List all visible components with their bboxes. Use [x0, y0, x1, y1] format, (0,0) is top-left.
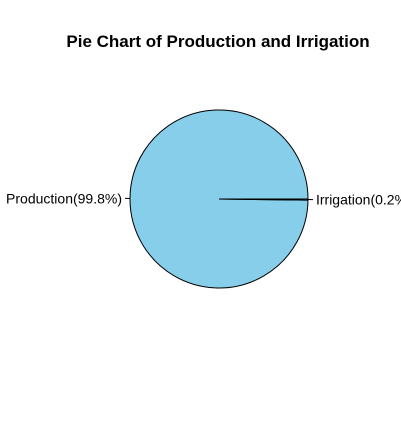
slice-label-irrigation: Irrigation(0.2%) [316, 192, 401, 208]
slice-label-production: Production(99.8%) [6, 190, 122, 206]
chart-title: Pie Chart of Production and Irrigation [66, 32, 369, 51]
pie-slices [130, 110, 308, 288]
